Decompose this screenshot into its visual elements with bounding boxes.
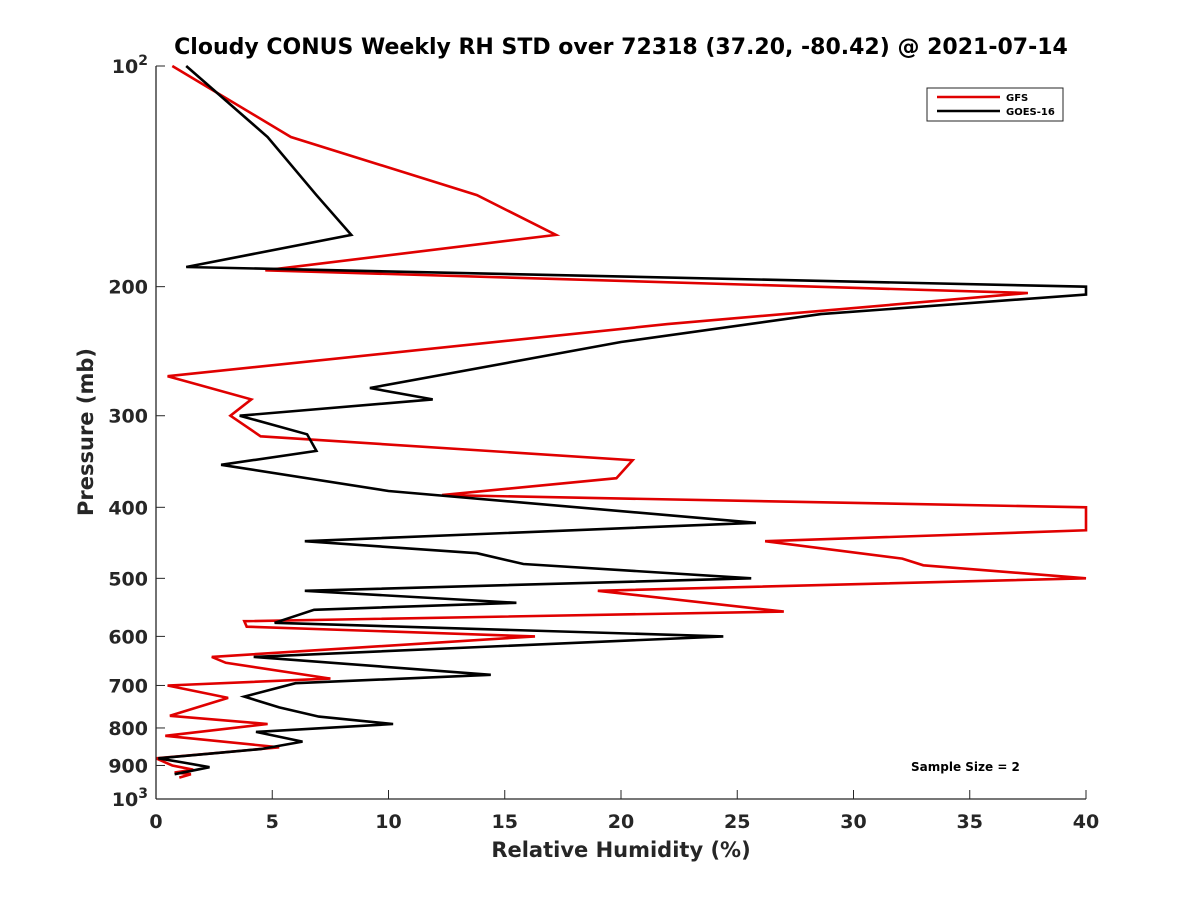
legend: GFS GOES-16 bbox=[926, 87, 1064, 122]
y-tick-label: 300 bbox=[108, 406, 148, 428]
legend-box bbox=[926, 87, 1064, 122]
chart-title: Cloudy CONUS Weekly RH STD over 72318 (3… bbox=[174, 35, 1068, 60]
x-axis-ticks: 0 5 10 15 20 25 30 35 40 bbox=[149, 790, 1099, 833]
series-layer bbox=[155, 64, 1088, 779]
y-tick-label: 600 bbox=[108, 626, 148, 648]
y-axis-label: Pressure (mb) bbox=[74, 348, 98, 516]
x-axis-label: Relative Humidity (%) bbox=[491, 838, 750, 862]
x-tick-label: 20 bbox=[608, 811, 634, 833]
y-tick-label: 102 bbox=[112, 53, 148, 78]
y-axis-ticks: 102 200 300 400 500 600 700 800 900 103 bbox=[108, 53, 165, 811]
y-tick-label: 800 bbox=[108, 718, 148, 740]
x-tick-label: 15 bbox=[492, 811, 518, 833]
plot-area bbox=[156, 66, 1086, 799]
legend-label-gfs: GFS bbox=[1006, 93, 1028, 104]
y-tick-label: 200 bbox=[108, 277, 148, 299]
x-tick-label: 5 bbox=[266, 811, 279, 833]
y-tick-label: 900 bbox=[108, 755, 148, 777]
y-tick-label: 700 bbox=[108, 675, 148, 697]
x-tick-label: 0 bbox=[149, 811, 162, 833]
y-tick-label: 500 bbox=[108, 568, 148, 590]
x-tick-label: 10 bbox=[375, 811, 401, 833]
y-tick-label: 103 bbox=[112, 786, 148, 811]
x-tick-label: 35 bbox=[957, 811, 983, 833]
series-line-goes-16 bbox=[158, 65, 1088, 776]
x-tick-label: 30 bbox=[840, 811, 866, 833]
y-tick-label: 400 bbox=[108, 497, 148, 519]
sample-size-annotation: Sample Size = 2 bbox=[911, 760, 1020, 774]
x-tick-label: 40 bbox=[1073, 811, 1099, 833]
legend-label-goes16: GOES-16 bbox=[1006, 107, 1055, 118]
x-tick-label: 25 bbox=[724, 811, 750, 833]
